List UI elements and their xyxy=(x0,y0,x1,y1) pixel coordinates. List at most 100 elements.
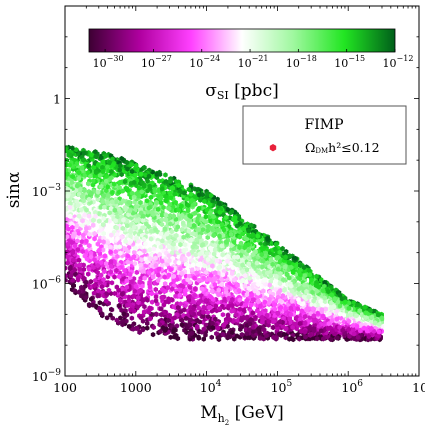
scatter-point xyxy=(262,253,268,259)
scatter-point xyxy=(182,190,187,196)
scatter-point xyxy=(109,232,114,238)
scatter-point xyxy=(158,196,163,202)
scatter-point xyxy=(89,152,94,158)
scatter-point xyxy=(114,317,120,323)
scatter-point xyxy=(165,235,171,241)
scatter-point xyxy=(140,180,145,186)
scatter-point xyxy=(244,279,249,285)
scatter-point xyxy=(330,328,335,334)
scatter-point xyxy=(236,213,241,219)
scatter-point xyxy=(92,283,97,289)
scatter-point xyxy=(121,217,126,223)
scatter-point xyxy=(273,241,279,247)
scatter-point xyxy=(281,331,287,337)
scatter-point xyxy=(137,329,142,335)
scatter-point xyxy=(102,268,107,275)
scatter-point xyxy=(124,318,129,324)
scatter-point xyxy=(196,277,201,283)
scatter-point xyxy=(213,316,218,322)
scatter-point xyxy=(129,190,135,196)
scatter-point xyxy=(167,244,172,250)
scatter-point xyxy=(163,212,169,218)
scatter-point xyxy=(332,296,337,302)
scatter-point xyxy=(224,289,229,295)
scatter-point xyxy=(288,283,294,289)
scatter-point xyxy=(177,287,183,293)
scatter-point xyxy=(173,259,178,265)
scatter-point xyxy=(318,298,323,305)
scatter-point xyxy=(71,283,76,289)
scatter-point xyxy=(246,285,251,291)
scatter-point xyxy=(167,312,172,318)
scatter-point xyxy=(77,262,82,268)
scatter-point xyxy=(237,306,242,312)
scatter-point xyxy=(243,273,248,279)
scatter-point xyxy=(159,212,165,218)
scatter-point xyxy=(228,231,234,238)
scatter-point xyxy=(211,232,216,239)
scatter-point xyxy=(201,304,207,310)
scatter-point xyxy=(282,287,287,293)
scatter-point xyxy=(101,193,106,199)
scatter-point xyxy=(86,302,92,308)
scatter-point xyxy=(91,164,97,170)
scatter-point xyxy=(306,294,312,300)
scatter-point xyxy=(147,305,152,311)
scatter-point xyxy=(142,304,147,310)
scatter-point xyxy=(297,276,303,282)
scatter-point xyxy=(179,212,185,218)
scatter-point xyxy=(102,204,107,210)
scatter-point xyxy=(98,260,104,266)
scatter-point xyxy=(244,314,250,320)
scatter-point xyxy=(166,317,171,324)
scatter-point xyxy=(147,279,152,285)
scatter-point xyxy=(253,249,258,255)
scatter-point xyxy=(257,270,262,276)
scatter-point xyxy=(209,272,214,278)
scatter-point xyxy=(261,288,266,294)
scatter-point xyxy=(248,317,253,323)
scatter-point xyxy=(198,197,203,203)
scatter-point xyxy=(337,324,342,330)
scatter-point xyxy=(199,286,205,292)
scatter-point xyxy=(83,295,88,301)
scatter-point xyxy=(128,275,133,281)
scatter-point xyxy=(236,287,242,294)
scatter-point xyxy=(302,320,308,326)
scatter-point xyxy=(73,262,79,268)
scatter-point xyxy=(185,207,191,213)
scatter-point xyxy=(194,244,199,250)
scatter-point xyxy=(160,262,165,268)
scatter-point xyxy=(205,234,210,240)
scatter-point xyxy=(129,168,135,174)
scatter-point xyxy=(120,291,125,297)
scatter-point xyxy=(159,221,165,228)
scatter-point xyxy=(74,223,79,229)
scatter-point xyxy=(178,282,184,289)
scatter-point xyxy=(131,224,137,230)
scatter-point xyxy=(373,320,378,326)
scatter-point xyxy=(119,307,124,313)
scatter-point xyxy=(76,230,82,236)
scatter-point xyxy=(100,164,105,170)
scatter-point xyxy=(195,323,200,330)
scatter-point xyxy=(88,254,94,260)
scatter-point xyxy=(320,302,325,308)
scatter-point xyxy=(108,269,113,275)
scatter-point xyxy=(179,317,185,323)
scatter-point xyxy=(75,238,80,244)
scatter-point xyxy=(287,292,293,298)
scatter-point xyxy=(252,288,258,294)
scatter-point xyxy=(292,321,298,327)
scatter-point xyxy=(139,257,144,263)
scatter-point xyxy=(376,333,381,339)
scatter-point xyxy=(100,199,106,205)
scatter-point xyxy=(189,237,194,243)
scatter-point xyxy=(341,312,347,318)
scatter-point xyxy=(171,273,176,279)
scatter-point xyxy=(82,187,87,193)
scatter-point xyxy=(169,228,174,235)
scatter-point xyxy=(129,162,134,168)
scatter-point xyxy=(297,320,303,327)
scatter-point xyxy=(240,231,245,237)
